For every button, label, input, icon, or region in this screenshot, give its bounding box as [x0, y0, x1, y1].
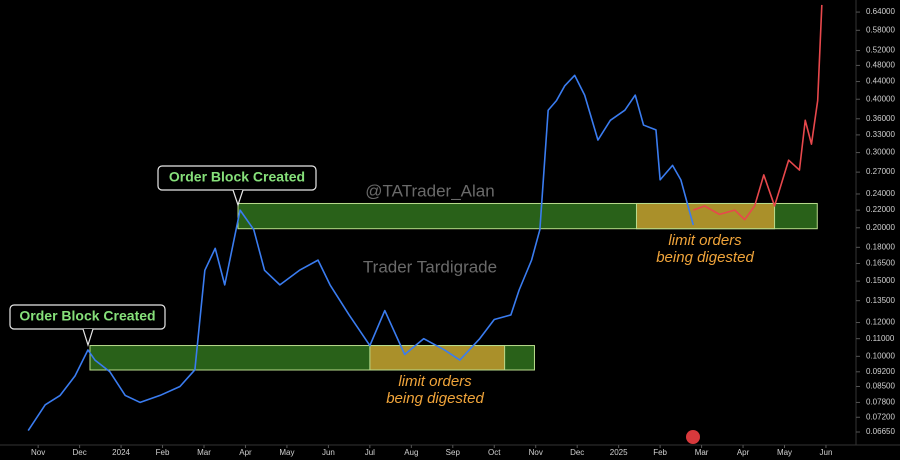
annotation: Order Block Created [169, 169, 305, 185]
x-tick-label: Oct [488, 448, 501, 457]
annotation: Order Block Created [19, 308, 155, 324]
x-tick-label: Sep [446, 448, 461, 457]
y-tick-label: 0.30000 [866, 148, 895, 157]
x-tick-label: May [279, 448, 294, 457]
price-line [27, 74, 695, 432]
y-tick-label: 0.20000 [866, 223, 895, 232]
x-tick-label: Jul [365, 448, 375, 457]
note: being digested [386, 390, 484, 407]
y-tick-label: 0.27000 [866, 167, 895, 176]
y-tick-label: 0.08500 [866, 382, 895, 391]
y-tick-label: 0.07200 [866, 412, 895, 421]
price-line [693, 4, 823, 221]
x-tick-label: Apr [737, 448, 750, 457]
y-tick-label: 0.48000 [866, 61, 895, 70]
y-tick-label: 0.36000 [866, 114, 895, 123]
y-tick-label: 0.44000 [866, 77, 895, 86]
note: being digested [656, 249, 754, 266]
y-tick-label: 0.13500 [866, 296, 895, 305]
x-tick-label: 2024 [112, 448, 130, 457]
x-tick-label: Mar [695, 448, 709, 457]
y-tick-label: 0.07800 [866, 398, 895, 407]
x-tick-label: Apr [239, 448, 252, 457]
y-tick-label: 0.18000 [866, 242, 895, 251]
watermark: Trader Tardigrade [363, 257, 497, 276]
x-tick-label: Jun [820, 448, 833, 457]
x-tick-label: Jun [322, 448, 335, 457]
x-tick-label: Feb [653, 448, 667, 457]
x-tick-label: Feb [156, 448, 170, 457]
y-tick-label: 0.64000 [866, 7, 895, 16]
zone [635, 202, 776, 230]
y-tick-label: 0.11000 [866, 334, 895, 343]
zone [369, 345, 506, 371]
y-tick-label: 0.16500 [866, 259, 895, 268]
y-tick-label: 0.24000 [866, 189, 895, 198]
event-icon [686, 430, 700, 444]
x-tick-label: Dec [570, 448, 584, 457]
x-tick-label: Aug [404, 448, 418, 457]
y-tick-label: 0.40000 [866, 94, 895, 103]
y-tick-label: 0.09200 [866, 367, 895, 376]
x-tick-label: Mar [197, 448, 211, 457]
y-tick-label: 0.33000 [866, 130, 895, 139]
x-tick-label: May [777, 448, 792, 457]
y-tick-label: 0.12000 [866, 318, 895, 327]
x-tick-label: Nov [529, 448, 543, 457]
note: limit orders [398, 373, 472, 390]
note: limit orders [668, 232, 742, 249]
callout-pointer [232, 189, 244, 207]
y-tick-label: 0.22000 [866, 205, 895, 214]
x-tick-label: 2025 [610, 448, 628, 457]
x-tick-label: Dec [72, 448, 86, 457]
y-tick-label: 0.10000 [866, 351, 895, 360]
x-tick-label: Nov [31, 448, 45, 457]
callout-pointer [82, 328, 94, 348]
y-tick-label: 0.15000 [866, 276, 895, 285]
y-tick-label: 0.06650 [866, 427, 895, 436]
y-tick-label: 0.52000 [866, 46, 895, 55]
watermark: @TATrader_Alan [365, 181, 494, 200]
y-tick-label: 0.58000 [866, 25, 895, 34]
